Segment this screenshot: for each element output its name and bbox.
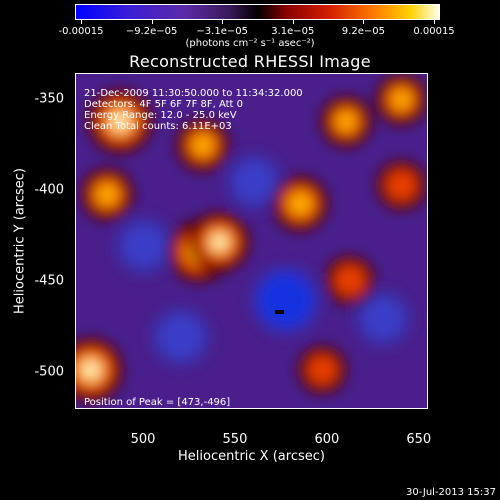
- plot-area: [75, 73, 428, 409]
- source-mid: [386, 170, 417, 201]
- y-tick-label: -400: [34, 182, 64, 198]
- annotation-energy: Energy Range: 12.0 - 25.0 keV: [84, 110, 237, 121]
- colorbar-tick-mark: [222, 20, 224, 24]
- colorbar-tick-label: -0.00015: [58, 26, 104, 37]
- colorbar-tick-label: 0.00015: [413, 26, 455, 37]
- heatmap-image: [76, 74, 427, 408]
- source-inner: [391, 89, 412, 110]
- x-tick-label: 600: [314, 432, 340, 447]
- source-inner: [288, 192, 312, 216]
- y-tick-label: -450: [34, 273, 64, 289]
- peak-marker: [275, 310, 284, 314]
- y-tick-label: -350: [34, 91, 64, 107]
- source-core: [212, 235, 227, 249]
- source-core: [112, 113, 128, 130]
- colorbar-tick-label: 3.1e−05: [271, 26, 315, 37]
- x-tick-label: 650: [406, 432, 432, 447]
- colorbar-tick-label: −9.2e−05: [125, 26, 178, 37]
- x-tick-label: 550: [222, 432, 248, 447]
- negative-source: [362, 297, 405, 340]
- negative-source: [122, 223, 166, 268]
- colorbar-tick-mark: [292, 20, 294, 24]
- x-tick-label: 500: [130, 432, 156, 447]
- y-tick-label: -500: [34, 364, 64, 380]
- source-inner: [96, 183, 118, 206]
- source-inner: [192, 134, 214, 156]
- annotation-peak: Position of Peak = [473,-496]: [84, 397, 231, 408]
- colorbar-tick-mark: [434, 20, 435, 24]
- annotation-detectors: Detectors: 4F 5F 6F 7F 8F, Att 0: [84, 99, 244, 110]
- colorbar-tick-mark: [81, 20, 82, 24]
- source-core: [83, 362, 99, 378]
- footer-date: 30-Jul-2013 15:37: [405, 487, 496, 498]
- colorbar-tick-label: 9.2e−05: [341, 26, 385, 37]
- colorbar-units: (photons cm⁻² s⁻¹ asec⁻²): [185, 38, 315, 49]
- chart-title: Reconstructed RHESSI Image: [129, 52, 371, 71]
- colorbar-tick-mark: [151, 20, 153, 24]
- negative-source: [257, 272, 314, 329]
- source-mid: [334, 265, 365, 296]
- colorbar-tick-mark: [363, 20, 365, 24]
- colorbar-tick-label: −3.1e−05: [196, 26, 248, 37]
- x-axis-label: Heliocentric X (arcsec): [178, 449, 325, 464]
- y-axis-label: Heliocentric Y (arcsec): [12, 168, 28, 314]
- source-mid: [308, 355, 337, 385]
- negative-source: [233, 160, 276, 203]
- source-inner: [336, 111, 357, 132]
- annotation-counts: Clean Total counts: 6.11E+03: [84, 121, 232, 132]
- annotation-time: 21-Dec-2009 11:30:50.000 to 11:34:32.000: [84, 88, 303, 99]
- colorbar: [75, 4, 440, 20]
- negative-source: [158, 314, 204, 360]
